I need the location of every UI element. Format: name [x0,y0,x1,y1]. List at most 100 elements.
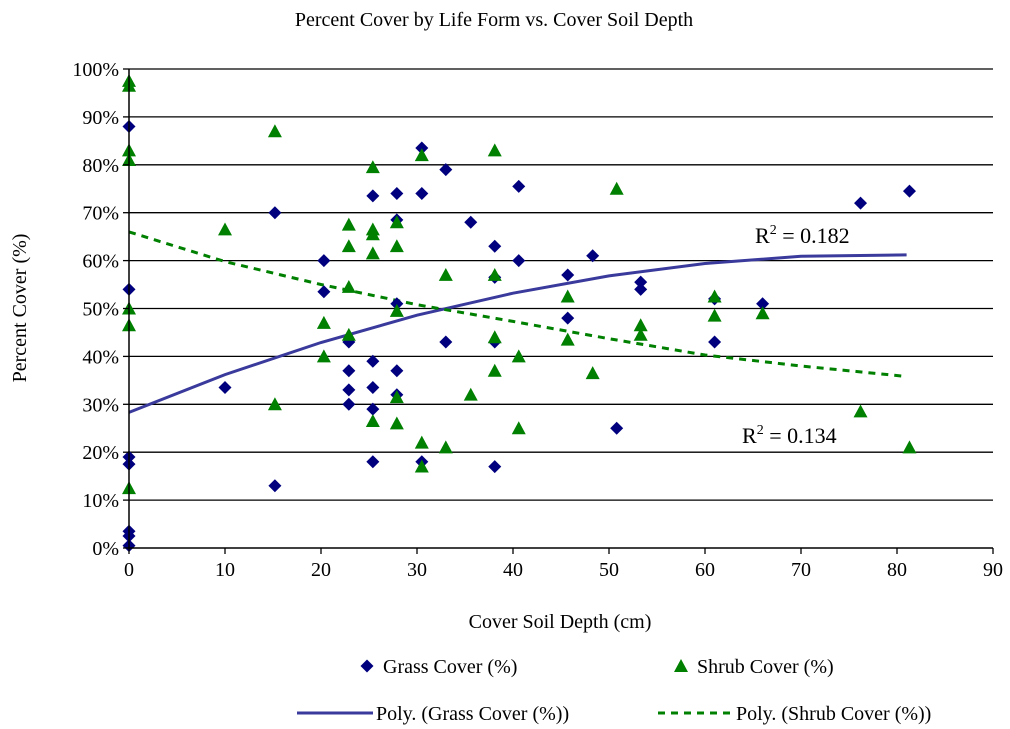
x-tick-label: 0 [124,559,134,581]
shrub-point [341,239,356,253]
x-tick-label: 20 [311,559,331,581]
shrub-point [414,459,429,473]
shrub-point [389,303,404,317]
legend: Grass Cover (%) Shrub Cover (%) Poly. (Gra… [297,656,931,725]
trendlines [128,230,907,414]
shrub-point [609,181,624,195]
legend-grass-label: Grass Cover (%) [383,656,517,678]
shrub-point [707,289,722,303]
grass-point [464,215,478,229]
y-tick-label: 20% [82,442,119,464]
grass-point [342,383,356,397]
shrub-point [365,246,380,260]
shrub-point [365,227,380,241]
grass-point [415,141,429,155]
y-tick-label: 70% [82,203,119,225]
grass-point [342,364,356,378]
grass-point [586,249,600,263]
grass-point [415,187,429,201]
shrub-point [438,267,453,281]
legend-shrub-trend-label: Poly. (Shrub Cover (%)) [736,703,931,725]
grass-point [634,275,648,289]
shrub-point [414,435,429,449]
x-tick-label: 90 [983,559,1003,581]
legend-shrub-label: Shrub Cover (%) [697,656,834,678]
grass-point [390,297,404,311]
shrub-point [316,349,331,363]
axes: 0% 10% 20% 30% 40% 50% 60% 70% 80% 90% 100% 0 10 20 30… [72,59,1003,581]
grass-point [488,460,502,474]
y-tick-label: 0% [92,538,119,560]
grass-point [366,189,380,203]
x-tick-label: 50 [599,559,619,581]
shrub-point [389,239,404,253]
grass-point [366,402,380,416]
x-tick-label: 30 [407,559,427,581]
grass-point [610,421,624,435]
shrub-point [633,318,648,332]
shrub-point [267,124,282,138]
grass-point [708,335,722,349]
shrub-point [902,440,917,454]
shrub-point [707,308,722,322]
y-tick-label: 90% [82,107,119,129]
shrub-point [585,366,600,380]
y-tick-label: 60% [82,251,119,273]
y-tick-label: 100% [72,59,119,81]
shrub-r2-label: R2 = 0.134 [742,423,837,448]
shrub-point [560,332,575,346]
y-tick-label: 80% [82,155,119,177]
grass-point [366,354,380,368]
grass-point [902,184,916,198]
grass-point [854,196,868,210]
grass-point [488,239,502,253]
grass-point [756,297,770,311]
grass-point [512,254,526,268]
grass-point [439,335,453,349]
data-points [122,73,917,553]
y-tick-label: 30% [82,394,119,416]
grass-point [268,479,282,493]
shrub-point [487,267,502,281]
annotations: R2 = 0.182 R2 = 0.134 [742,223,850,448]
shrub-point [487,330,502,344]
shrub-point [487,143,502,157]
x-tick-label: 10 [215,559,235,581]
shrub-point [341,217,356,231]
grass-point [342,397,356,411]
x-tick-label: 60 [695,559,715,581]
grass-point [634,282,648,296]
legend-grass-trend-label: Poly. (Grass Cover (%)) [376,703,569,725]
grass-point [218,381,232,395]
shrub-point [365,414,380,428]
shrub-point [511,421,526,435]
x-tick-label: 80 [887,559,907,581]
shrub-trendline [128,230,907,378]
y-tick-label: 40% [82,346,119,368]
grass-point [366,455,380,469]
y-axis-label: Percent Cover (%) [9,234,31,383]
shrub-point [463,387,478,401]
grass-point [268,206,282,220]
shrub-point [853,404,868,418]
grass-point [390,364,404,378]
legend-shrub-marker [674,659,688,672]
shrub-point [755,306,770,320]
shrub-point [560,289,575,303]
grass-point [390,187,404,201]
chart-title: Percent Cover by Life Form vs. Cover Soi… [295,9,693,31]
shrub-point [511,349,526,363]
shrub-point [365,160,380,174]
grass-r2-label: R2 = 0.182 [755,223,850,248]
grass-point [317,285,331,299]
grass-point [317,254,331,268]
x-axis-label: Cover Soil Depth (cm) [469,611,652,633]
grass-point [439,163,453,177]
shrub-point [438,440,453,454]
shrub-point [487,363,502,377]
grass-point [512,179,526,193]
shrub-point [316,315,331,329]
shrub-point [218,222,232,236]
